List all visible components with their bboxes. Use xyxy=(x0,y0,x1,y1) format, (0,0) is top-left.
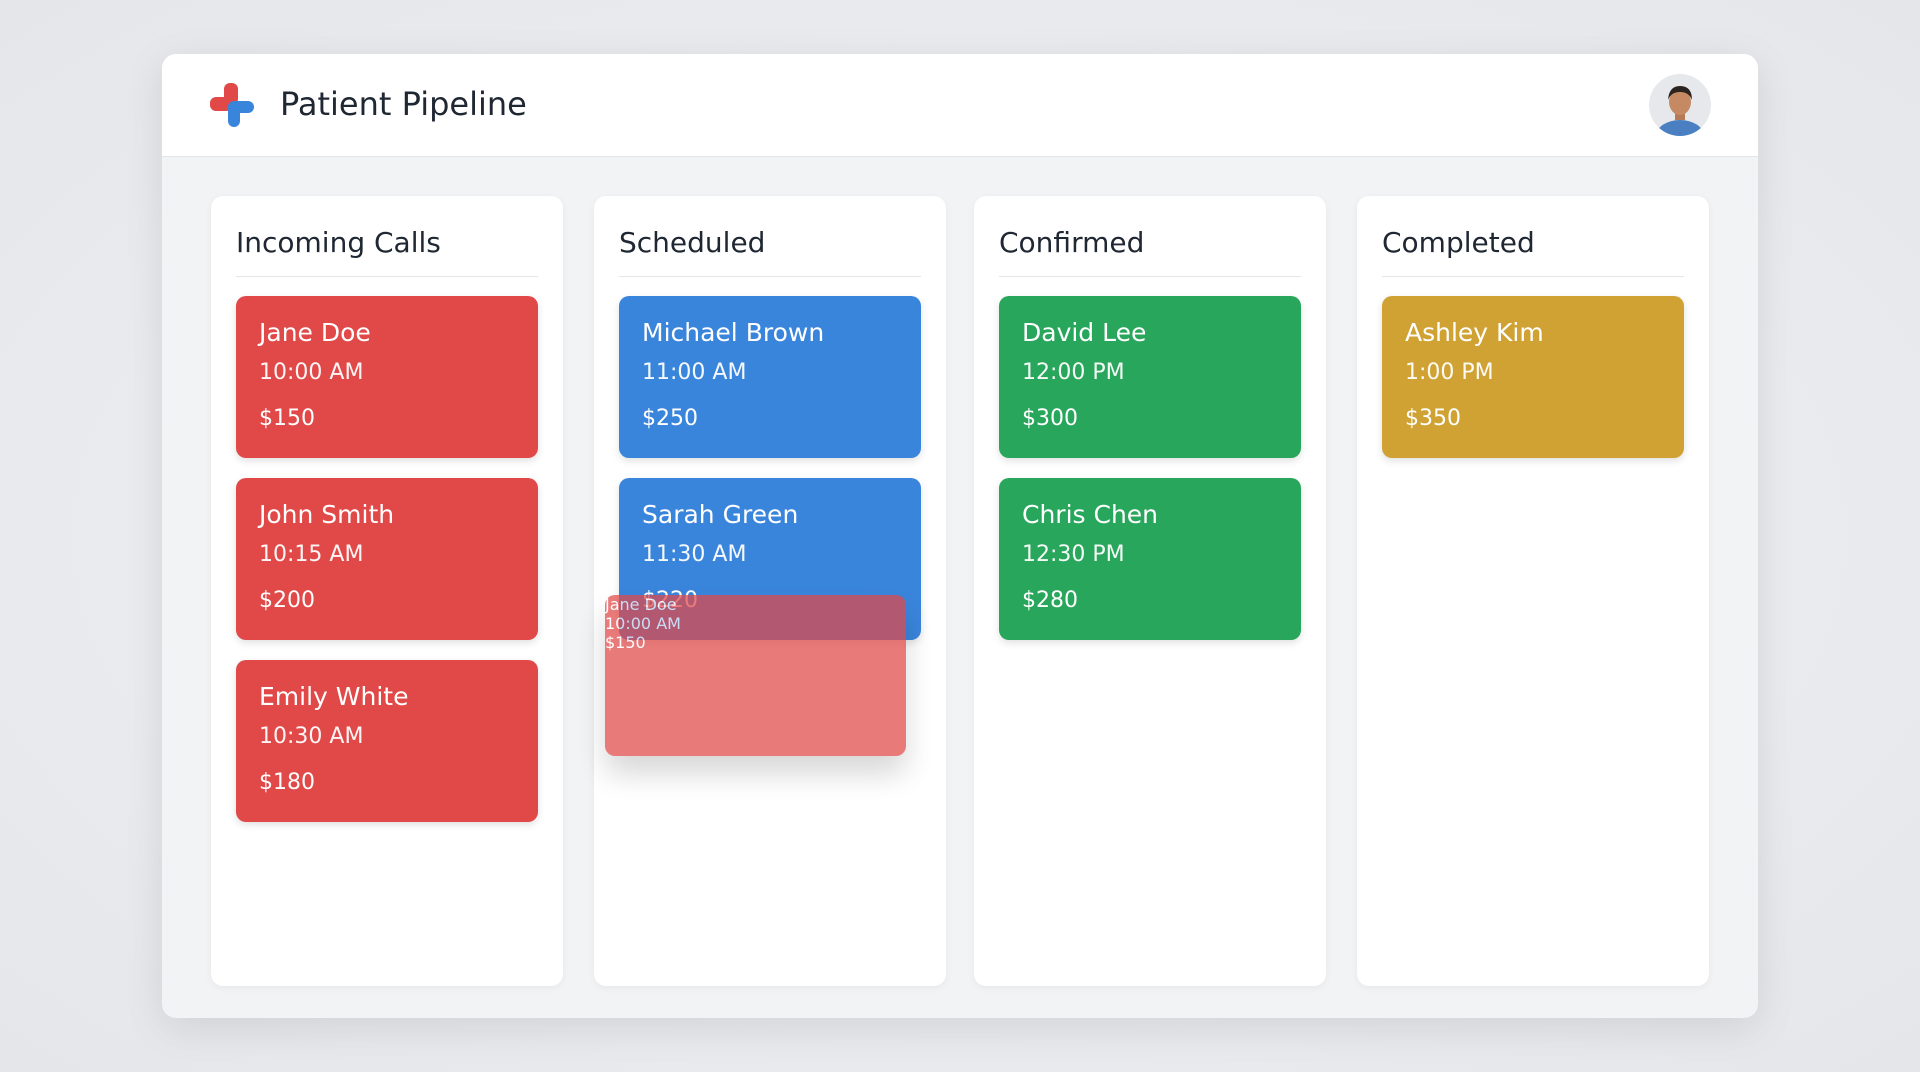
app-title: Patient Pipeline xyxy=(280,85,527,123)
appointment-price: $280 xyxy=(1022,588,1078,613)
appointment-time: 1:00 PM xyxy=(1405,360,1494,385)
column-divider xyxy=(619,276,921,277)
column-title: Completed xyxy=(1382,226,1535,259)
appointment-time: 10:15 AM xyxy=(259,542,364,567)
appointment-time: 10:00 AM xyxy=(259,360,364,385)
appointment-price: $180 xyxy=(259,770,315,795)
appointment-price: $200 xyxy=(259,588,315,613)
patient-name: Michael Brown xyxy=(642,318,825,347)
appointment-time: 12:00 PM xyxy=(1022,360,1125,385)
column-divider xyxy=(999,276,1301,277)
logo xyxy=(210,83,254,127)
patient-card[interactable]: Michael Brown 11:00 AM $250 xyxy=(619,296,921,458)
column-title: Scheduled xyxy=(619,226,766,259)
patient-card[interactable]: Ashley Kim 1:00 PM $350 xyxy=(1382,296,1684,458)
board-panel: Patient Pipeline Incoming Calls Jane Doe 1… xyxy=(162,54,1758,1018)
patient-card[interactable]: Emily White 10:30 AM $180 xyxy=(236,660,538,822)
pipeline-column: Confirmed David Lee 12:00 PM $300 Chris Chen… xyxy=(974,196,1326,986)
pipeline-column: Incoming Calls Jane Doe 10:00 AM $150 John S… xyxy=(211,196,563,986)
column-title: Confirmed xyxy=(999,226,1145,259)
dragged-card[interactable]: Jane Doe 10:00 AM $150 xyxy=(605,595,906,756)
header: Patient Pipeline xyxy=(162,54,1758,157)
appointment-time: 10:00 AM xyxy=(605,614,681,633)
user-avatar[interactable] xyxy=(1649,74,1711,136)
patient-name: Chris Chen xyxy=(1022,500,1159,529)
patient-name: Jane Doe xyxy=(259,318,371,347)
pipeline-column: Completed Ashley Kim 1:00 PM $350 xyxy=(1357,196,1709,986)
patient-name: John Smith xyxy=(259,500,395,529)
patient-name: David Lee xyxy=(1022,318,1147,347)
patient-card[interactable]: John Smith 10:15 AM $200 xyxy=(236,478,538,640)
appointment-price: $150 xyxy=(259,406,315,431)
column-title: Incoming Calls xyxy=(236,226,441,259)
appointment-time: 10:30 AM xyxy=(259,724,364,749)
appointment-price: $350 xyxy=(1405,406,1461,431)
patient-name: Emily White xyxy=(259,682,409,711)
column-divider xyxy=(236,276,538,277)
appointment-time: 12:30 PM xyxy=(1022,542,1125,567)
patient-card[interactable]: Jane Doe 10:00 AM $150 xyxy=(236,296,538,458)
appointment-price: $250 xyxy=(642,406,698,431)
appointment-price: $150 xyxy=(605,633,646,652)
appointment-price: $300 xyxy=(1022,406,1078,431)
appointment-time: 11:00 AM xyxy=(642,360,747,385)
patient-name: Jane Doe xyxy=(605,595,677,614)
patient-card[interactable]: Chris Chen 12:30 PM $280 xyxy=(999,478,1301,640)
patient-card[interactable]: David Lee 12:00 PM $300 xyxy=(999,296,1301,458)
appointment-time: 11:30 AM xyxy=(642,542,747,567)
column-divider xyxy=(1382,276,1684,277)
pipeline-column: Scheduled Michael Brown 11:00 AM $250 Sarah … xyxy=(594,196,946,986)
patient-name: Sarah Green xyxy=(642,500,799,529)
patient-name: Ashley Kim xyxy=(1405,318,1544,347)
